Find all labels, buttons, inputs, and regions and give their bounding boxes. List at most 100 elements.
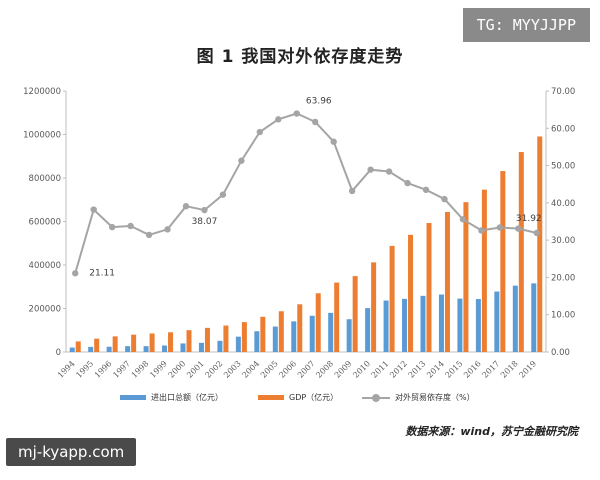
- bar-gdp: [131, 334, 137, 352]
- dependency-point: [441, 195, 448, 203]
- x-tick-label: 1997: [111, 359, 132, 380]
- bar-gdp: [537, 136, 543, 352]
- x-tick-label: 2014: [425, 359, 446, 380]
- data-label: 63.96: [306, 97, 332, 107]
- dependency-point: [127, 222, 134, 230]
- dependency-point: [496, 224, 504, 231]
- bar-trade: [235, 336, 241, 352]
- bar-trade: [143, 346, 149, 352]
- bar-gdp: [444, 212, 450, 352]
- bar-trade: [217, 340, 223, 352]
- dependency-point: [422, 186, 430, 194]
- bar-trade: [346, 319, 352, 352]
- right-tick-label: 30.00: [551, 236, 575, 246]
- x-tick-label: 2001: [185, 359, 206, 380]
- legend-label-gdp: GDP（亿元）: [289, 393, 339, 402]
- dependency-point: [312, 118, 319, 126]
- dependency-point: [533, 229, 540, 237]
- bar-gdp: [241, 322, 247, 352]
- bar-gdp: [408, 234, 414, 352]
- dependency-point: [238, 157, 245, 164]
- dependency-point: [182, 203, 190, 210]
- left-tick-label: 800000: [29, 174, 61, 184]
- left-tick-label: 0: [56, 348, 61, 358]
- bar-trade: [402, 298, 408, 352]
- chart-title: 图 1 我国对外依存度走势: [196, 47, 404, 67]
- bar-trade: [383, 300, 389, 352]
- source-note: 数据来源：wind，苏宁金融研究院: [405, 425, 578, 438]
- dependency-point: [478, 227, 485, 234]
- bar-gdp: [260, 316, 266, 352]
- x-tick-label: 1995: [74, 359, 95, 380]
- x-tick-label: 2017: [481, 359, 502, 380]
- data-label: 21.11: [89, 268, 115, 278]
- legend-swatch-dependency: [362, 393, 390, 403]
- bar-trade: [291, 321, 297, 352]
- bar-gdp: [334, 282, 340, 352]
- bar-trade: [198, 342, 204, 352]
- left-tick-label: 1000000: [23, 131, 61, 141]
- bar-trade: [254, 331, 260, 352]
- bar-gdp: [297, 304, 303, 352]
- dependency-point: [293, 110, 300, 117]
- bar-trade: [162, 345, 168, 352]
- bar-trade: [309, 315, 315, 352]
- x-tick-label: 1999: [148, 359, 169, 380]
- dependency-point: [90, 206, 97, 213]
- bar-gdp: [426, 223, 432, 352]
- x-tick-label: 2006: [277, 359, 298, 380]
- bar-trade: [125, 346, 131, 352]
- bar-trade: [88, 346, 94, 352]
- x-tick-label: 2019: [517, 359, 538, 380]
- legend-item-gdp: GDP（亿元）: [258, 392, 338, 403]
- bar-gdp: [463, 202, 469, 352]
- x-tick-label: 2004: [241, 359, 262, 380]
- x-tick-label: 2000: [167, 359, 188, 380]
- x-tick-label: 2011: [370, 359, 391, 380]
- x-tick-label: 2018: [499, 359, 520, 380]
- legend-swatch-gdp: [258, 395, 284, 400]
- legend-label-trade: 进出口总额（亿元）: [151, 393, 223, 402]
- bar-trade: [365, 308, 371, 352]
- x-tick-label: 2002: [204, 359, 225, 380]
- bar-trade: [475, 299, 481, 352]
- right-tick-label: 0.00: [551, 348, 570, 358]
- watermark-bottom: mj-kyapp.com: [6, 438, 137, 466]
- bar-gdp: [204, 327, 210, 352]
- bar-trade: [494, 291, 500, 352]
- legend-item-trade: 进出口总额（亿元）: [120, 392, 223, 403]
- x-tick-label: 2003: [222, 359, 243, 380]
- right-tick-label: 70.00: [551, 87, 575, 97]
- bar-trade: [438, 294, 444, 352]
- right-tick-label: 40.00: [551, 199, 575, 209]
- dependency-point: [385, 168, 393, 175]
- bar-gdp: [352, 276, 358, 352]
- legend-item-dependency: 对外贸易依存度（%）: [362, 392, 475, 403]
- x-tick-label: 2010: [351, 359, 372, 380]
- bar-gdp: [315, 293, 321, 352]
- right-tick-label: 60.00: [551, 124, 575, 134]
- bar-trade: [180, 343, 186, 352]
- bar-gdp: [518, 152, 524, 352]
- left-tick-label: 1200000: [23, 87, 61, 97]
- bar-gdp: [223, 325, 229, 352]
- data-label: 31.92: [516, 214, 542, 224]
- dependency-line: [74, 112, 538, 274]
- x-tick-label: 2005: [259, 359, 280, 380]
- dependency-point: [275, 116, 282, 123]
- x-tick-label: 2013: [407, 359, 428, 380]
- bar-gdp: [389, 245, 395, 352]
- dependency-point: [404, 179, 411, 187]
- x-tick-label: 2007: [296, 359, 317, 380]
- bar-trade: [531, 283, 537, 352]
- bar-gdp: [186, 330, 192, 352]
- dependency-point: [108, 223, 116, 231]
- dependency-point: [515, 225, 522, 232]
- dependency-point: [367, 166, 374, 173]
- x-tick-label: 2016: [462, 359, 483, 380]
- dependency-point: [348, 187, 356, 195]
- dependency-point: [72, 270, 79, 277]
- data-label: 38.07: [192, 217, 218, 227]
- bar-gdp: [371, 262, 377, 352]
